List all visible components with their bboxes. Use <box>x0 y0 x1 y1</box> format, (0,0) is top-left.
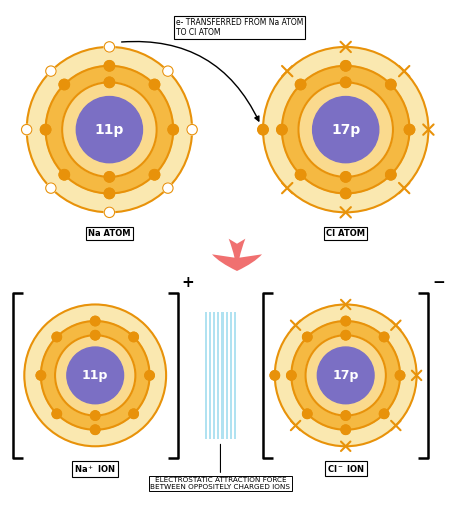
Circle shape <box>59 170 70 180</box>
Circle shape <box>187 124 197 135</box>
Circle shape <box>67 347 124 403</box>
Circle shape <box>287 371 296 380</box>
Text: Na ATOM: Na ATOM <box>88 229 131 238</box>
Circle shape <box>91 425 100 434</box>
Circle shape <box>149 170 160 180</box>
Circle shape <box>129 409 138 419</box>
Circle shape <box>379 332 389 342</box>
Circle shape <box>341 411 350 420</box>
Circle shape <box>104 188 115 198</box>
Bar <box>234 312 236 439</box>
Circle shape <box>46 183 56 193</box>
Circle shape <box>299 82 393 177</box>
Circle shape <box>270 371 280 380</box>
Text: Na$^+$ ION: Na$^+$ ION <box>74 463 116 475</box>
Circle shape <box>277 124 287 135</box>
Circle shape <box>292 321 400 430</box>
Circle shape <box>340 188 351 198</box>
Circle shape <box>340 172 351 182</box>
Circle shape <box>36 371 46 380</box>
Text: −: − <box>432 275 445 290</box>
Circle shape <box>62 82 156 177</box>
Circle shape <box>341 330 350 340</box>
Circle shape <box>24 305 166 446</box>
Circle shape <box>295 170 306 180</box>
Bar <box>218 312 219 439</box>
Circle shape <box>306 335 386 416</box>
Bar <box>226 312 228 439</box>
Bar <box>209 312 211 439</box>
Circle shape <box>104 172 115 182</box>
Circle shape <box>340 61 351 71</box>
Circle shape <box>275 305 417 446</box>
Circle shape <box>379 409 389 419</box>
Circle shape <box>145 371 155 380</box>
Circle shape <box>76 96 143 163</box>
Circle shape <box>318 347 374 403</box>
Bar <box>205 312 207 439</box>
Circle shape <box>104 207 115 218</box>
Circle shape <box>168 124 178 135</box>
Circle shape <box>104 61 115 71</box>
Text: 11p: 11p <box>95 123 124 137</box>
Circle shape <box>282 66 410 193</box>
Circle shape <box>149 79 160 90</box>
Circle shape <box>386 170 396 180</box>
Circle shape <box>341 316 350 326</box>
Circle shape <box>104 77 115 87</box>
Text: ELECTROSTATIC ATTRACTION FORCE
BETWEEN OPPOSITELY CHARGED IONS: ELECTROSTATIC ATTRACTION FORCE BETWEEN O… <box>150 444 291 490</box>
Bar <box>213 312 215 439</box>
Circle shape <box>295 79 306 90</box>
Circle shape <box>59 79 70 90</box>
Circle shape <box>404 124 415 135</box>
Bar <box>221 312 224 439</box>
Circle shape <box>341 425 350 434</box>
Text: 17p: 17p <box>333 369 359 382</box>
Circle shape <box>340 77 351 87</box>
Circle shape <box>129 332 138 342</box>
Circle shape <box>163 66 173 76</box>
Circle shape <box>91 316 100 326</box>
Text: +: + <box>182 275 194 290</box>
Circle shape <box>21 124 32 135</box>
Circle shape <box>41 321 150 430</box>
Circle shape <box>91 411 100 420</box>
Circle shape <box>258 124 268 135</box>
Text: 17p: 17p <box>331 123 360 137</box>
Circle shape <box>395 371 405 380</box>
Text: Cl ATOM: Cl ATOM <box>326 229 365 238</box>
Circle shape <box>55 335 136 416</box>
Bar <box>230 312 232 439</box>
Circle shape <box>313 96 379 163</box>
Circle shape <box>46 66 56 76</box>
Text: e- TRANSFERRED FROM Na ATOM
TO Cl ATOM: e- TRANSFERRED FROM Na ATOM TO Cl ATOM <box>175 18 303 37</box>
Circle shape <box>40 124 51 135</box>
Circle shape <box>163 183 173 193</box>
Text: Cl$^-$ ION: Cl$^-$ ION <box>327 463 365 474</box>
Circle shape <box>52 409 62 419</box>
Circle shape <box>52 332 62 342</box>
Circle shape <box>263 47 428 212</box>
Circle shape <box>46 66 173 193</box>
Circle shape <box>302 332 312 342</box>
Circle shape <box>104 42 115 52</box>
Circle shape <box>27 47 192 212</box>
Circle shape <box>302 409 312 419</box>
Circle shape <box>386 79 396 90</box>
Circle shape <box>91 330 100 340</box>
Text: 11p: 11p <box>82 369 109 382</box>
